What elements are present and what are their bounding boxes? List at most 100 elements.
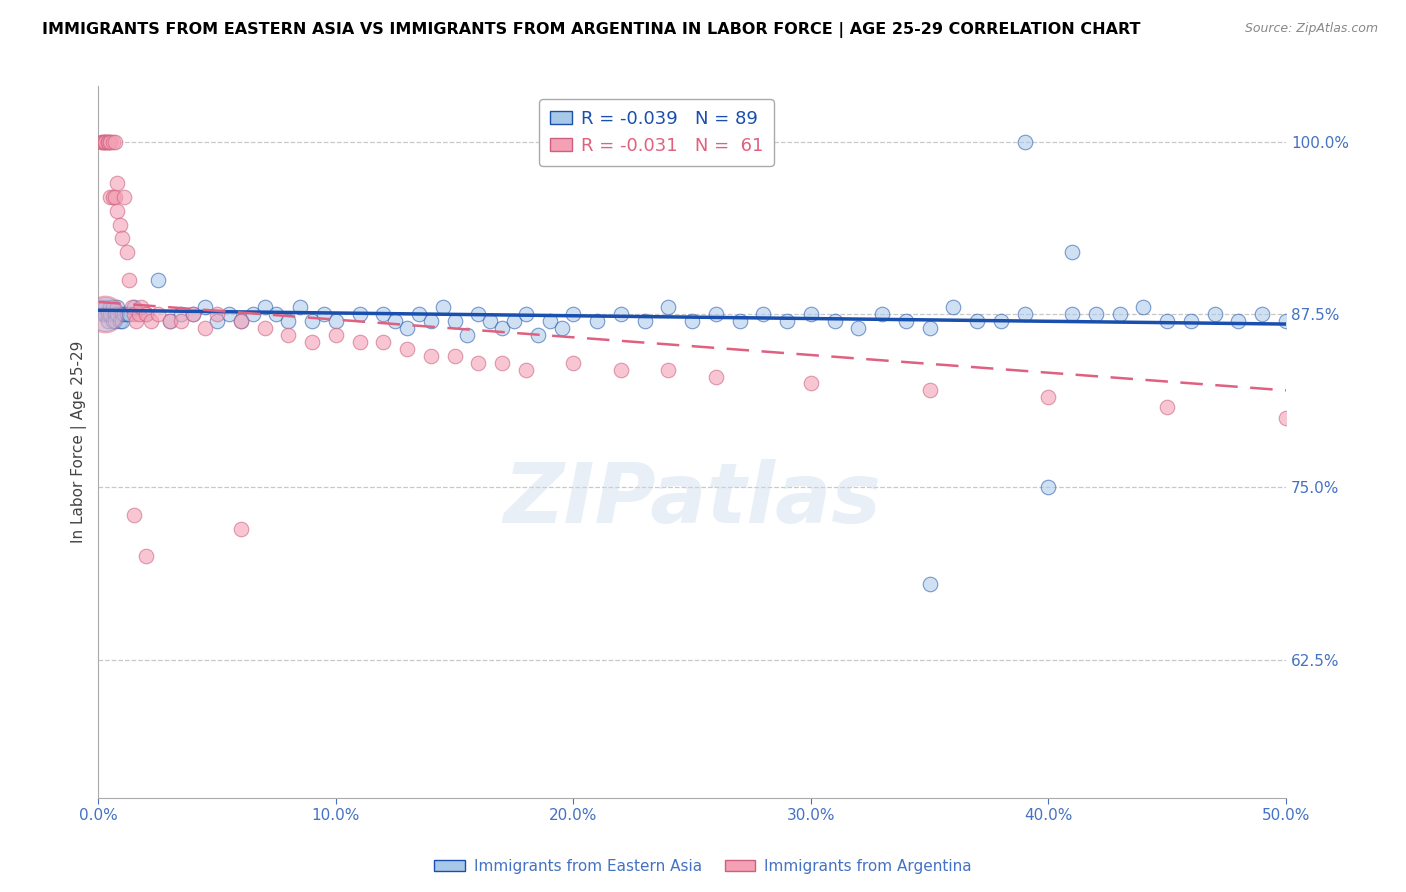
Y-axis label: In Labor Force | Age 25-29: In Labor Force | Age 25-29 bbox=[72, 341, 87, 543]
Point bbox=[94, 307, 117, 321]
Point bbox=[1132, 301, 1154, 315]
Point bbox=[610, 362, 633, 376]
Point bbox=[97, 307, 120, 321]
Point bbox=[824, 314, 846, 328]
Text: Source: ZipAtlas.com: Source: ZipAtlas.com bbox=[1244, 22, 1378, 36]
Point bbox=[253, 321, 276, 335]
Point bbox=[586, 314, 609, 328]
Point bbox=[373, 307, 395, 321]
Point bbox=[562, 356, 585, 370]
Point bbox=[301, 334, 323, 349]
Point bbox=[373, 334, 395, 349]
Point bbox=[97, 135, 120, 149]
Point bbox=[170, 307, 193, 321]
Point bbox=[443, 349, 465, 363]
Point bbox=[396, 342, 419, 356]
Point bbox=[290, 301, 312, 315]
Point bbox=[98, 301, 121, 315]
Point bbox=[128, 307, 150, 321]
Point bbox=[135, 307, 157, 321]
Point bbox=[94, 135, 117, 149]
Point bbox=[349, 307, 371, 321]
Point bbox=[396, 321, 419, 335]
Point bbox=[105, 176, 128, 190]
Point bbox=[1038, 390, 1060, 404]
Point bbox=[98, 135, 121, 149]
Point bbox=[1156, 314, 1178, 328]
Point bbox=[491, 321, 513, 335]
Point bbox=[538, 314, 561, 328]
Point bbox=[277, 328, 299, 343]
Point bbox=[218, 307, 240, 321]
Point bbox=[990, 314, 1012, 328]
Point bbox=[1062, 307, 1084, 321]
Point bbox=[159, 314, 181, 328]
Point bbox=[277, 314, 299, 328]
Point bbox=[139, 314, 162, 328]
Text: ZIPatlas: ZIPatlas bbox=[503, 458, 882, 540]
Point bbox=[526, 328, 548, 343]
Point bbox=[1014, 135, 1036, 149]
Point bbox=[1014, 307, 1036, 321]
Point bbox=[1275, 411, 1298, 425]
Point bbox=[111, 314, 134, 328]
Point bbox=[129, 301, 152, 315]
Point bbox=[194, 301, 217, 315]
Point bbox=[91, 307, 114, 321]
Point bbox=[146, 273, 169, 287]
Point bbox=[104, 307, 127, 321]
Point bbox=[942, 301, 965, 315]
Point bbox=[1180, 314, 1202, 328]
Point bbox=[966, 314, 988, 328]
Point bbox=[800, 376, 823, 391]
Point bbox=[515, 307, 537, 321]
Point bbox=[704, 369, 727, 384]
Point bbox=[1038, 480, 1060, 494]
Point bbox=[1251, 307, 1274, 321]
Point bbox=[135, 549, 157, 564]
Point bbox=[1227, 314, 1250, 328]
Point bbox=[229, 314, 252, 328]
Point bbox=[205, 307, 228, 321]
Point bbox=[550, 321, 572, 335]
Point bbox=[894, 314, 917, 328]
Point bbox=[104, 135, 127, 149]
Point bbox=[122, 307, 145, 321]
Point bbox=[456, 328, 478, 343]
Point bbox=[443, 314, 465, 328]
Point bbox=[870, 307, 893, 321]
Point bbox=[97, 135, 120, 149]
Point bbox=[419, 314, 441, 328]
Point bbox=[115, 307, 138, 321]
Point bbox=[183, 307, 205, 321]
Point bbox=[918, 384, 941, 398]
Point bbox=[229, 314, 252, 328]
Point bbox=[467, 356, 489, 370]
Point bbox=[105, 307, 128, 321]
Point bbox=[918, 321, 941, 335]
Point bbox=[657, 301, 679, 315]
Point bbox=[325, 314, 347, 328]
Point bbox=[776, 314, 799, 328]
Point bbox=[1275, 314, 1298, 328]
Point bbox=[111, 231, 134, 245]
Point bbox=[253, 301, 276, 315]
Point bbox=[479, 314, 502, 328]
Point bbox=[90, 301, 112, 315]
Point bbox=[98, 307, 121, 321]
Point bbox=[229, 522, 252, 536]
Point bbox=[104, 190, 127, 204]
Point bbox=[432, 301, 454, 315]
Point bbox=[115, 245, 138, 260]
Point bbox=[101, 190, 124, 204]
Text: IMMIGRANTS FROM EASTERN ASIA VS IMMIGRANTS FROM ARGENTINA IN LABOR FORCE | AGE 2: IMMIGRANTS FROM EASTERN ASIA VS IMMIGRAN… bbox=[42, 22, 1140, 38]
Point bbox=[104, 314, 127, 328]
Point bbox=[159, 314, 181, 328]
Point bbox=[90, 135, 112, 149]
Point bbox=[312, 307, 335, 321]
Point bbox=[183, 307, 205, 321]
Legend: Immigrants from Eastern Asia, Immigrants from Argentina: Immigrants from Eastern Asia, Immigrants… bbox=[427, 853, 979, 880]
Point bbox=[170, 314, 193, 328]
Point bbox=[146, 307, 169, 321]
Point bbox=[98, 135, 121, 149]
